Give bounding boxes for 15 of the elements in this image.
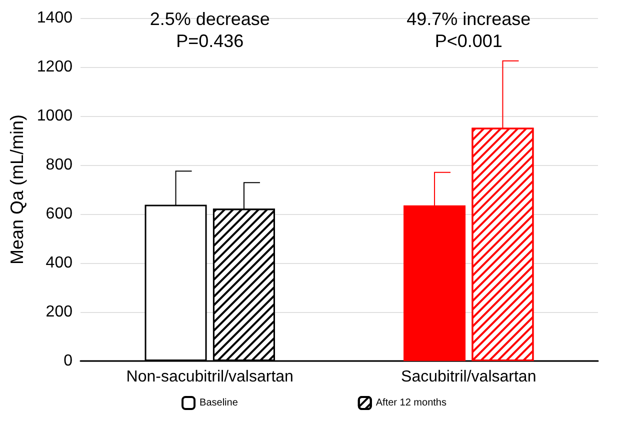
y-tick-label: 1200 <box>36 58 73 76</box>
x-tick-label: Sacubitril/valsartan <box>401 368 536 386</box>
y-tick-label: 200 <box>46 304 73 320</box>
y-tick-label: 400 <box>46 254 73 272</box>
y-tick-label: 1400 <box>36 10 73 26</box>
annotation: 2.5% decrease P=0.436 <box>150 9 270 51</box>
y-tick-label: 800 <box>46 156 73 174</box>
legend-label: After 12 months <box>376 398 446 408</box>
y-tick-label: 600 <box>46 206 73 222</box>
y-tick-label: 0 <box>64 352 73 370</box>
legend-label: Baseline <box>200 398 238 408</box>
x-tick-label: Non-sacubitril/valsartan <box>126 368 294 386</box>
y-tick-label: 1000 <box>36 108 73 124</box>
y-axis-title: Mean Qa (mL/min) <box>7 114 27 265</box>
annotation: 49.7% increase P<0.001 <box>406 9 531 51</box>
